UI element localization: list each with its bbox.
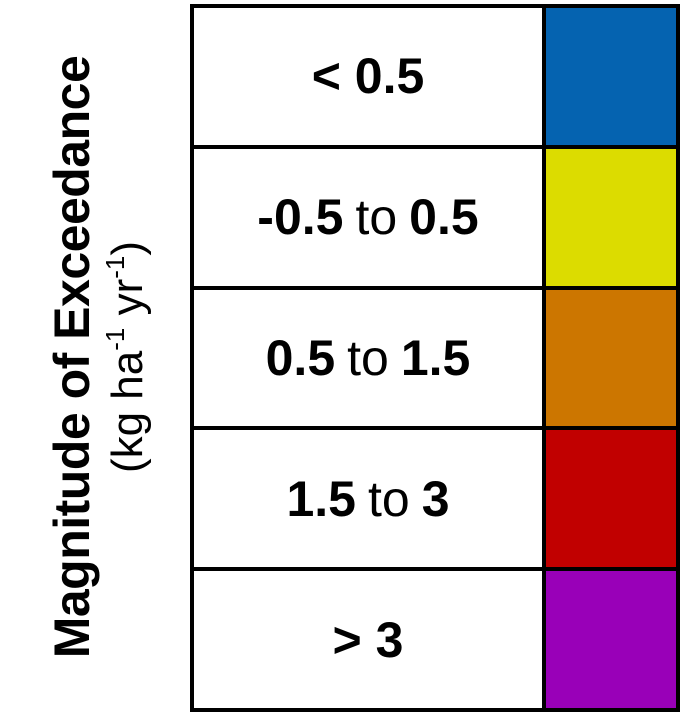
- legend-row: > 3: [194, 571, 676, 708]
- legend-label-from: 0.5: [265, 329, 336, 386]
- legend-label-separator: to: [368, 470, 410, 527]
- legend-row: < 0.5: [194, 8, 676, 149]
- legend-row: 1.5 to 3: [194, 430, 676, 572]
- legend-label: > 3: [194, 571, 546, 708]
- axis-title-unit: (kg ha-1 yr-1): [100, 56, 156, 659]
- legend-swatch-red: [546, 430, 676, 568]
- legend-swatch-blue: [546, 8, 676, 145]
- unit-exponent-1: -1: [100, 327, 130, 351]
- axis-title: Magnitude of Exceedance (kg ha-1 yr-1): [44, 56, 156, 659]
- legend-table: < 0.5 -0.5 to 0.5 0.5 to 1.5 1.5 to 3 > …: [190, 4, 680, 712]
- legend-swatch-orange: [546, 289, 676, 427]
- legend-label: < 0.5: [194, 8, 546, 145]
- legend-row: 0.5 to 1.5: [194, 289, 676, 431]
- unit-kg-ha: (kg ha: [103, 350, 152, 474]
- legend-label-to: 0.5: [409, 189, 479, 246]
- legend-label-from: > 3: [332, 611, 404, 668]
- legend-label-from: 1.5: [286, 470, 356, 527]
- legend-label: 0.5 to 1.5: [194, 289, 546, 427]
- legend-label: 1.5 to 3: [194, 430, 546, 568]
- legend-label-to: 1.5: [400, 329, 471, 386]
- axis-title-main: Magnitude of Exceedance: [44, 55, 100, 659]
- legend-swatch-purple: [546, 571, 676, 708]
- unit-exponent-2: -1: [100, 255, 130, 279]
- legend-swatch-yellow: [546, 148, 676, 286]
- legend-row: -0.5 to 0.5: [194, 148, 676, 290]
- unit-yr: yr: [103, 278, 152, 328]
- unit-close: ): [103, 240, 152, 256]
- legend-label: -0.5 to 0.5: [194, 148, 546, 286]
- legend-label-separator: to: [355, 189, 398, 246]
- legend-label-from: < 0.5: [311, 48, 425, 105]
- legend-label-to: 3: [421, 470, 450, 527]
- legend-label-separator: to: [347, 329, 389, 386]
- legend-label-from: -0.5: [257, 189, 344, 246]
